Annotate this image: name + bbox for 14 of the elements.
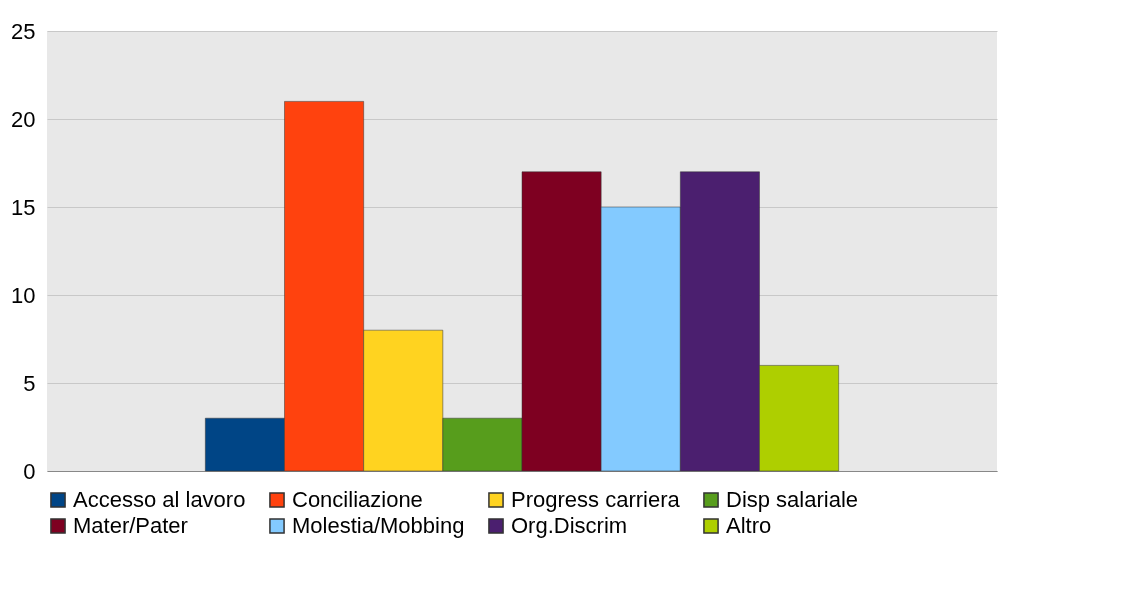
legend-label: Org.Discrim	[511, 513, 628, 538]
y-tick-label: 25	[11, 18, 36, 44]
legend-label: Conciliazione	[292, 487, 423, 512]
legend-label: Altro	[726, 513, 772, 538]
y-tick-label: 0	[23, 458, 36, 484]
y-tick-label: 20	[11, 106, 36, 132]
legend-label: Disp salariale	[726, 487, 859, 512]
legend-label: Mater/Pater	[73, 513, 188, 538]
y-tick-label: 10	[11, 282, 36, 308]
legend-label: Progress carriera	[511, 487, 681, 512]
y-tick-label: 5	[23, 370, 36, 396]
legend-label: Molestia/Mobbing	[292, 513, 465, 538]
y-tick-label: 15	[11, 194, 36, 220]
legend-label: Accesso al lavoro	[73, 487, 246, 512]
